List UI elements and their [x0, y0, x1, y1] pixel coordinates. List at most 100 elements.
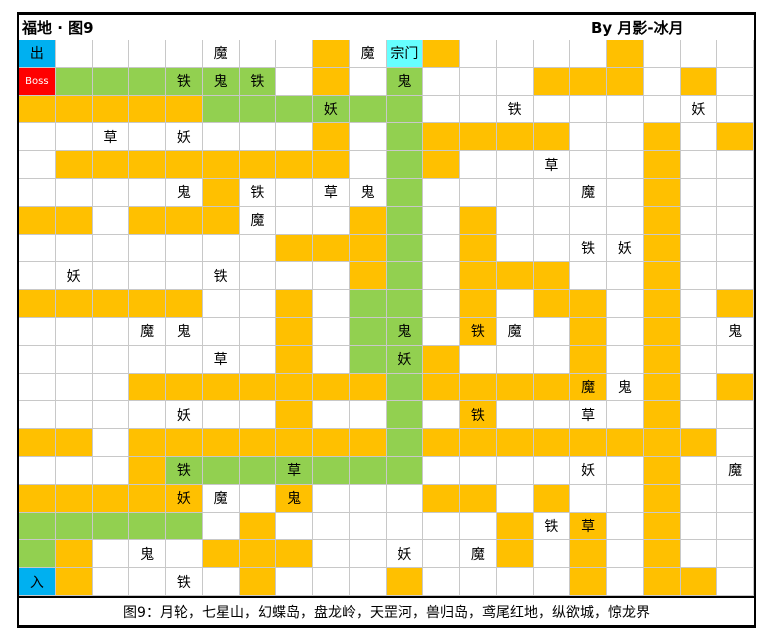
map-cell — [643, 540, 681, 569]
map-cell: 魔 — [496, 317, 534, 346]
map-cell — [166, 40, 203, 68]
map-cell — [313, 234, 350, 263]
map-cell — [313, 206, 350, 235]
map-cell — [386, 512, 424, 541]
map-cell — [239, 373, 277, 402]
map-cell — [276, 67, 313, 96]
map-cell — [92, 40, 130, 68]
map-cell — [202, 178, 240, 207]
map-cell: 铁 — [166, 456, 203, 485]
map-cell — [570, 484, 607, 513]
map-cell — [313, 401, 350, 430]
map-cell: 鬼 — [166, 317, 203, 346]
map-cell — [276, 206, 313, 235]
map-cell — [129, 234, 166, 263]
map-cell — [717, 206, 754, 235]
map-cell — [680, 540, 718, 569]
map-cell — [19, 178, 56, 207]
map-cell — [349, 262, 387, 291]
map-title: 福地 · 图9 — [22, 19, 94, 37]
map-cell — [496, 123, 534, 152]
map-cell — [349, 67, 387, 96]
map-cell — [496, 401, 534, 430]
map-cell: Boss — [19, 67, 56, 96]
map-cell — [423, 95, 460, 124]
map-cell — [313, 512, 350, 541]
map-cell — [313, 40, 350, 68]
map-cell — [239, 234, 277, 263]
map-cell — [55, 206, 93, 235]
map-cell — [643, 317, 681, 346]
map-cell — [313, 484, 350, 513]
map-cell — [92, 151, 130, 179]
map-cell — [129, 568, 166, 596]
map-cell — [19, 123, 56, 152]
map-cell — [717, 262, 754, 291]
map-cell — [423, 345, 460, 374]
map-cell: 草 — [92, 123, 130, 152]
map-cell: 鬼 — [202, 67, 240, 96]
map-cell — [276, 290, 313, 318]
map-cell — [239, 40, 277, 68]
map-cell: 草 — [570, 401, 607, 430]
map-cell — [55, 123, 93, 152]
map-cell — [607, 67, 644, 96]
map-cell: 铁 — [166, 568, 203, 596]
map-cell — [202, 456, 240, 485]
map-cell: 草 — [533, 151, 571, 179]
map-cell — [607, 484, 644, 513]
map-cell — [92, 373, 130, 402]
map-cell — [607, 512, 644, 541]
map-cell — [680, 178, 718, 207]
map-cell — [55, 234, 93, 263]
map-cell — [92, 568, 130, 596]
map-cell — [276, 373, 313, 402]
map-cell — [643, 456, 681, 485]
map-cell — [166, 429, 203, 457]
map-cell — [460, 206, 497, 235]
map-cell — [680, 40, 718, 68]
map-cell — [496, 206, 534, 235]
map-cell — [717, 512, 754, 541]
map-cell: 鬼 — [386, 317, 424, 346]
map-cell — [55, 512, 93, 541]
map-cell — [680, 512, 718, 541]
map-cell: 铁 — [202, 262, 240, 291]
map-cell — [643, 401, 681, 430]
map-cell — [386, 178, 424, 207]
map-cell — [423, 568, 460, 596]
map-cell — [570, 151, 607, 179]
map-cell — [533, 540, 571, 569]
map-cell: 妖 — [680, 95, 718, 124]
map-cell — [19, 401, 56, 430]
map-cell — [313, 317, 350, 346]
map-cell — [496, 456, 534, 485]
map-cell — [533, 206, 571, 235]
map-cell — [423, 456, 460, 485]
map-cell — [349, 206, 387, 235]
map-cell — [570, 540, 607, 569]
map-cell: 妖 — [607, 234, 644, 263]
map-cell — [129, 123, 166, 152]
map-cell — [607, 456, 644, 485]
map-cell — [570, 123, 607, 152]
map-cell: 妖 — [166, 484, 203, 513]
map-cell — [680, 345, 718, 374]
map-cell: 草 — [570, 512, 607, 541]
map-cell: 妖 — [570, 456, 607, 485]
map-cell — [349, 317, 387, 346]
map-cell — [129, 484, 166, 513]
map-cell — [19, 373, 56, 402]
map-cell — [349, 345, 387, 374]
map-cell — [202, 512, 240, 541]
map-cell — [313, 568, 350, 596]
map-cell — [643, 206, 681, 235]
map-cell — [460, 67, 497, 96]
map-cell — [680, 206, 718, 235]
map-cell — [496, 290, 534, 318]
map-cell — [19, 456, 56, 485]
map-cell: 草 — [313, 178, 350, 207]
map-cell — [570, 290, 607, 318]
map-cell — [386, 95, 424, 124]
map-cell — [460, 151, 497, 179]
